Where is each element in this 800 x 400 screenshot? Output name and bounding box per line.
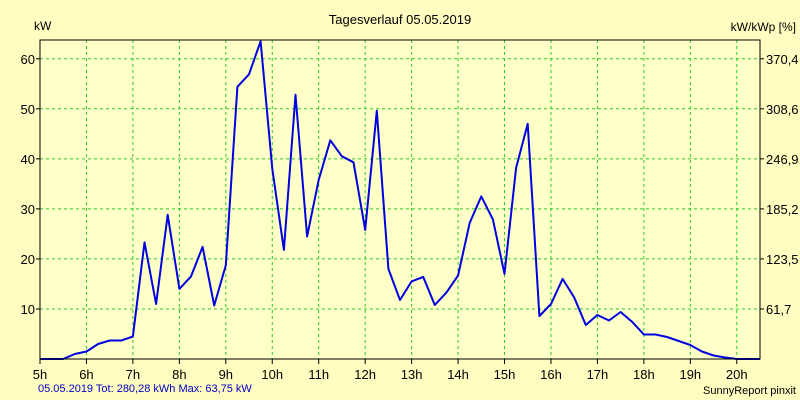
- x-tick-label: 9h: [219, 367, 233, 382]
- y-axis-right-label: kW/kWp [%]: [731, 20, 796, 34]
- y2-tick-label: 185,2: [766, 202, 799, 217]
- x-tick-label: 7h: [126, 367, 140, 382]
- x-tick-label: 16h: [540, 367, 562, 382]
- series-layer: [40, 40, 760, 360]
- x-tick-label: 10h: [261, 367, 283, 382]
- plot-frame: [39, 39, 761, 360]
- y-axis-left: 10 20 30 40 50 60: [21, 52, 40, 317]
- x-tick-label: 17h: [587, 367, 609, 382]
- x-tick-label: 8h: [172, 367, 186, 382]
- y-tick-label: 10: [21, 302, 35, 317]
- x-tick-label: 13h: [401, 367, 423, 382]
- x-tick-label: 12h: [354, 367, 376, 382]
- x-tick-label: 15h: [494, 367, 516, 382]
- x-tick-label: 14h: [447, 367, 469, 382]
- series-line: [40, 40, 760, 360]
- y-tick-label: 30: [21, 202, 35, 217]
- credit-text: SunnyReport pinxit: [703, 385, 796, 397]
- chart-title: Tagesverlauf 05.05.2019: [329, 12, 471, 27]
- x-tick-label: 11h: [308, 367, 329, 382]
- x-tick-label: 5h: [33, 367, 47, 382]
- y-tick-label: 40: [21, 152, 35, 167]
- y2-tick-label: 61,7: [766, 302, 791, 317]
- plot-area: [40, 40, 760, 359]
- y-tick-label: 50: [21, 102, 35, 117]
- x-tick-label: 6h: [79, 367, 93, 382]
- x-axis: 5h 6h 7h 8h 9h 10h 11h 12h 13h 14h 15h 16h 17h 18h 19h…: [33, 359, 748, 382]
- grid: [40, 40, 760, 359]
- x-tick-label: 20h: [726, 367, 748, 382]
- y-axis-right: 61,7 123,5 185,2 246,9 308,6 370,4: [760, 52, 799, 317]
- y2-tick-label: 246,9: [766, 152, 799, 167]
- y-tick-label: 20: [21, 252, 35, 267]
- y2-tick-label: 370,4: [766, 52, 799, 67]
- y-axis-left-label: kW: [34, 19, 52, 33]
- y-tick-label: 60: [21, 52, 35, 67]
- y2-tick-label: 123,5: [766, 252, 799, 267]
- y2-tick-label: 308,6: [766, 102, 799, 117]
- x-tick-label: 18h: [633, 367, 655, 382]
- x-tick-label: 19h: [679, 367, 701, 382]
- summary-text: 05.05.2019 Tot: 280,28 kWh Max: 63,75 kW: [38, 383, 252, 395]
